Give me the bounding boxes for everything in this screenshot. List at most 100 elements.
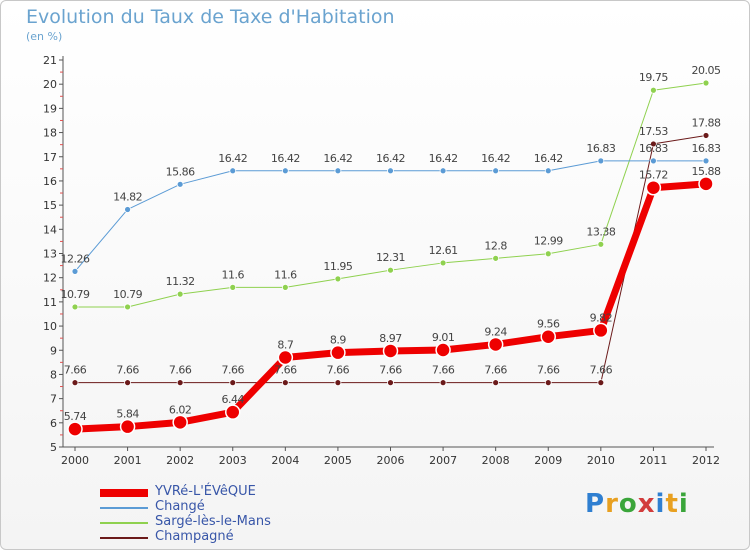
data-point: [645, 179, 662, 196]
data-label: 12.31: [376, 251, 405, 264]
data-label: 14.82: [113, 190, 142, 203]
data-point: [435, 342, 451, 358]
x-tick-label: 2010: [587, 454, 615, 467]
data-label: 7.66: [484, 364, 507, 377]
data-point: [71, 379, 79, 387]
data-label: 8.9: [330, 334, 346, 347]
data-point: [172, 414, 188, 431]
data-point: [597, 379, 605, 387]
data-point: [225, 404, 241, 420]
data-label: 15.72: [639, 169, 668, 182]
data-label: 16.42: [218, 152, 247, 165]
logo-letter: P: [585, 489, 606, 519]
y-tick-label: 14: [43, 223, 57, 236]
data-label: 19.75: [639, 71, 668, 84]
proxiti-logo: Proxiti: [585, 489, 689, 519]
data-label: 16.42: [481, 152, 510, 165]
data-label: 9.56: [537, 318, 560, 331]
y-tick-label: 17: [43, 151, 57, 164]
data-point: [544, 379, 552, 387]
data-point: [387, 379, 394, 387]
data-point: [330, 344, 346, 361]
y-tick-label: 12: [43, 272, 57, 285]
data-point: [702, 132, 710, 139]
y-tick-label: 11: [43, 296, 57, 309]
y-tick-label: 19: [43, 102, 57, 115]
data-label: 10.79: [61, 288, 90, 301]
data-point: [650, 140, 657, 148]
data-label: 7.66: [590, 364, 613, 377]
data-label: 7.66: [432, 364, 455, 377]
data-label: 16.42: [534, 152, 563, 165]
data-point: [119, 418, 136, 435]
data-label: 7.66: [169, 364, 192, 377]
logo-letter: i: [678, 489, 689, 519]
data-label: 9.01: [432, 331, 455, 344]
data-label: 16.42: [323, 152, 352, 165]
data-point: [277, 349, 294, 366]
data-point: [650, 157, 657, 165]
legend-label: Changé: [155, 499, 205, 514]
data-point: [650, 86, 657, 94]
legend-swatch: [100, 507, 148, 509]
legend-swatch: [100, 537, 148, 539]
data-label: 7.66: [222, 364, 245, 377]
y-tick-label: 13: [43, 248, 57, 261]
legend-label: Champagné: [155, 529, 234, 544]
data-point: [176, 180, 184, 188]
x-tick-label: 2005: [324, 454, 352, 467]
data-label: 8.97: [379, 332, 402, 345]
data-label: 17.88: [692, 116, 721, 129]
y-tick-label: 21: [43, 54, 57, 67]
x-tick-label: 2004: [271, 454, 299, 467]
data-label: 20.05: [692, 64, 721, 77]
legend-swatch: [100, 522, 148, 524]
series-line: [71, 180, 710, 433]
data-label: 16.83: [639, 142, 668, 155]
data-point: [334, 275, 342, 283]
data-label: 16.42: [429, 152, 458, 165]
data-point: [597, 240, 605, 248]
data-label: 15.88: [692, 165, 721, 178]
data-label: 7.66: [379, 364, 402, 377]
x-tick-label: 2007: [429, 454, 457, 467]
data-label: 16.83: [586, 142, 615, 155]
logo-letter: o: [618, 489, 638, 519]
y-tick-label: 15: [43, 199, 57, 212]
data-point: [281, 283, 289, 291]
data-label: 9.24: [484, 325, 507, 338]
data-point: [492, 167, 500, 175]
data-point: [71, 303, 79, 311]
data-label: 10.79: [113, 288, 142, 301]
data-point: [702, 79, 710, 87]
y-tick-label: 7: [50, 393, 57, 406]
x-tick-label: 2000: [61, 454, 89, 467]
data-point: [439, 167, 447, 175]
y-tick-label: 9: [50, 344, 57, 357]
data-point: [544, 250, 552, 258]
x-tick-label: 2011: [639, 454, 667, 467]
logo-letter: r: [605, 489, 619, 519]
data-point: [124, 379, 131, 387]
data-point: [540, 328, 556, 345]
data-point: [71, 267, 79, 275]
data-point: [593, 322, 609, 339]
data-point: [229, 283, 237, 291]
x-tick-label: 2006: [377, 454, 405, 467]
data-point: [597, 157, 605, 165]
data-point: [176, 379, 184, 387]
x-tick-label: 2002: [166, 454, 194, 467]
data-label: 11.95: [323, 260, 352, 273]
x-tick-label: 2003: [219, 454, 247, 467]
data-label: 6.02: [169, 403, 192, 416]
data-point: [176, 290, 184, 298]
data-point: [334, 379, 342, 387]
data-point: [492, 254, 500, 262]
data-point: [492, 379, 500, 387]
data-label: 11.6: [274, 268, 297, 281]
y-tick-label: 8: [50, 368, 57, 381]
data-point: [229, 379, 237, 387]
data-label: 16.83: [692, 142, 721, 155]
logo-letter: i: [655, 489, 666, 519]
